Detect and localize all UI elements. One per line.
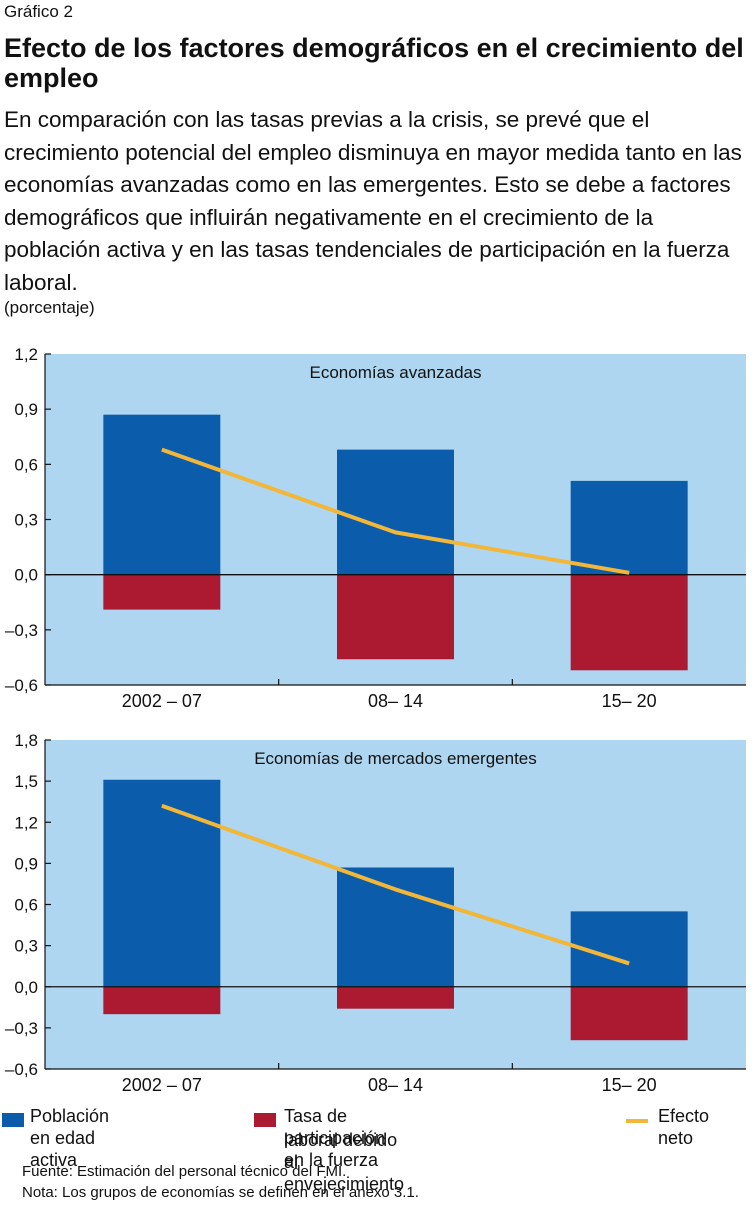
x-tick-label: 2002 – 07 [122,1075,202,1095]
y-tick-label: 0,3 [14,511,38,530]
y-tick-label: 1,2 [14,345,38,364]
chart-panel-emerging: Economías de mercados emergentes 1,8 1,5 1,… [5,731,746,1095]
legend: Población en edad activa Tasa de partici… [0,1105,754,1194]
line-efecto-neto [161,803,630,966]
x-tick-label: 2002 – 07 [122,691,202,711]
bar-tasa [103,986,221,1015]
chart-subtitle: En comparación con las tasas previas a l… [4,107,742,295]
legend-swatch-poblacion [2,1113,24,1127]
bar-tasa [103,574,221,610]
y-tick-label: –0,3 [5,1019,38,1038]
x-tick-label: 08– 14 [368,691,423,711]
y-tick-label: 0,9 [14,854,38,873]
y-tick-label: 1,5 [14,772,38,791]
bar-poblacion [337,867,454,987]
legend-swatch-efecto [626,1119,648,1123]
units-label: (porcentaje) [4,298,95,317]
bar-tasa [570,986,688,1041]
y-tick-label: 1,2 [14,813,38,832]
bar-poblacion [570,480,688,575]
y-tick-label: 0,6 [14,896,38,915]
x-tick-label: 15– 20 [602,1075,657,1095]
y-tick-label: –0,6 [5,676,38,695]
x-tick-label: 15– 20 [602,691,657,711]
legend-label-tasa-line1: Tasa de participación en la fuerza [284,1106,386,1170]
y-tick-label: 0,6 [14,455,38,474]
footnote: Nota: Los grupos de economías se definen… [22,1184,419,1201]
source-note: Fuente: Estimación del personal técnico … [22,1163,347,1180]
legend-swatch-tasa [254,1113,276,1127]
legend-label-tasa-line2: laboral debido al envejecimiento [284,1130,405,1194]
figure-label: Gráfico 2 [4,2,73,21]
y-tick-label: –0,3 [5,621,38,640]
bar-tasa [570,574,688,671]
chart-title: Efecto de los factores demográficos en e… [4,33,744,93]
panel-title: Economías de mercados emergentes [254,749,537,768]
bar-poblacion [103,414,221,575]
x-tick-label: 08– 14 [368,1075,423,1095]
line-efecto-neto [161,447,630,575]
legend-label-efecto: Efecto neto [658,1106,710,1148]
y-tick-label: 0,0 [14,978,38,997]
y-tick-label: 0,0 [14,566,38,585]
legend-label-poblacion: Población en edad activa [30,1106,110,1170]
bar-tasa [337,574,454,660]
bar-tasa [337,986,454,1009]
panel-title: Economías avanzadas [310,363,482,382]
y-tick-label: 1,8 [14,731,38,750]
y-tick-label: –0,6 [5,1060,38,1079]
y-tick-label: 0,3 [14,937,38,956]
bar-poblacion [103,779,221,987]
chart-panel-advanced: Economías avanzadas 1,2 0,9 0,6 0,3 0,0 –0,3 –0… [5,345,746,711]
y-tick-label: 0,9 [14,400,38,419]
bar-poblacion [337,449,454,575]
